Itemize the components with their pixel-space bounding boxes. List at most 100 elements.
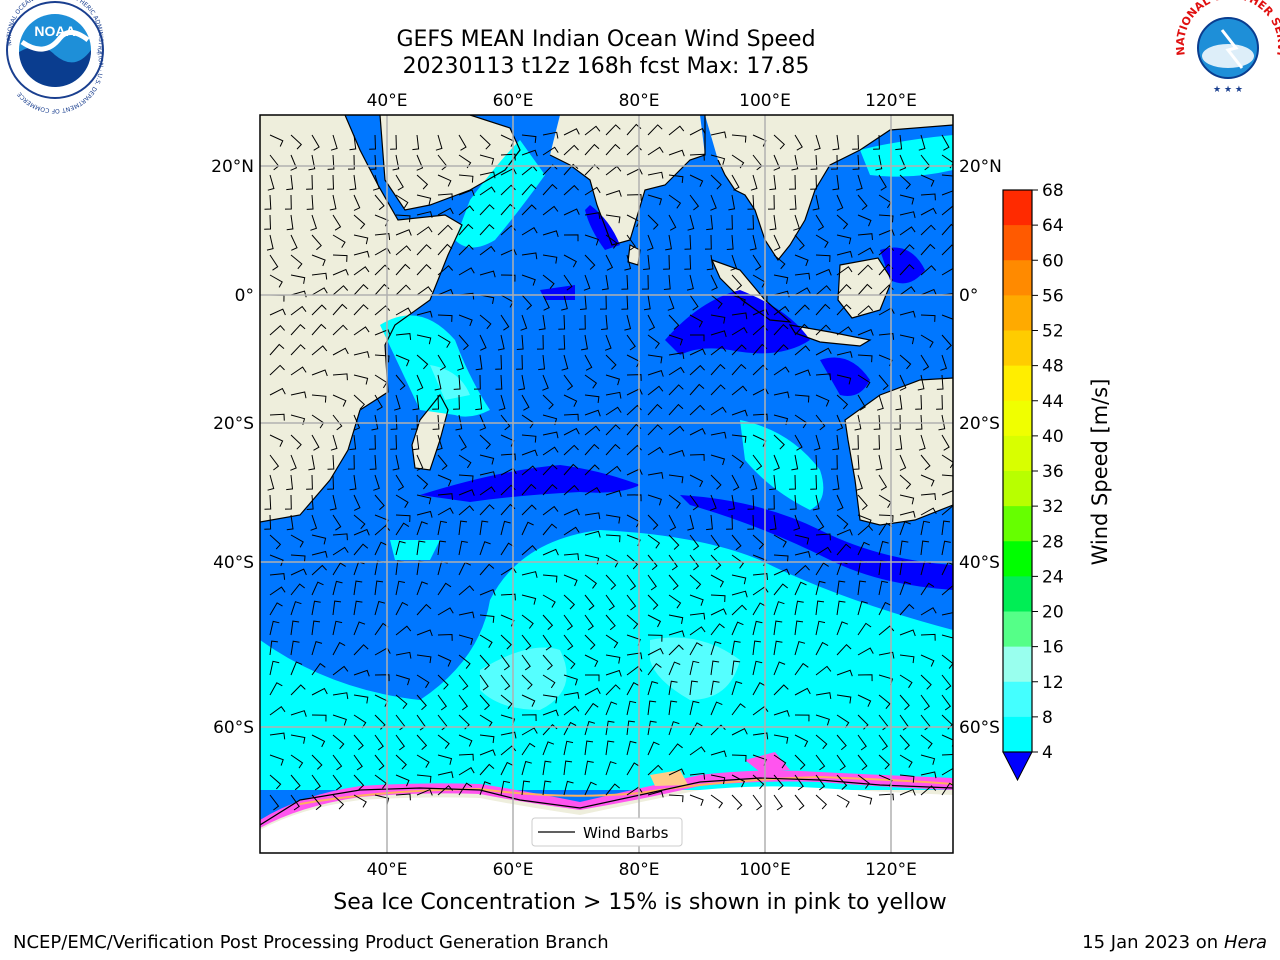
wind-barb: [647, 385, 664, 396]
wind-barb: [332, 641, 346, 656]
wind-barb: [311, 434, 320, 451]
wind-barb: [689, 453, 705, 461]
lat-tick-right: 20°S: [959, 414, 1000, 434]
wind-barb: [647, 494, 662, 506]
wind-barb: [479, 563, 495, 576]
wind-barb: [500, 634, 512, 650]
wind-barb: [920, 654, 935, 667]
wind-barb: [647, 720, 657, 736]
wind-barb: [605, 761, 617, 776]
wind-barb: [710, 274, 718, 291]
wind-barb: [857, 394, 866, 411]
wind-barb: [308, 454, 316, 471]
lat-tick-left: 40°S: [213, 553, 254, 573]
sea-ice-note: Sea Ice Concentration > 15% is shown in …: [333, 890, 947, 915]
wind-barb: [687, 214, 695, 231]
wind-barb: [437, 633, 453, 641]
wind-barb: [584, 530, 601, 538]
wind-barb: [479, 134, 491, 150]
wind-barb: [374, 774, 387, 789]
wind-barb: [605, 354, 617, 370]
wind-barb: [836, 494, 844, 511]
wind-barb: [836, 374, 852, 385]
wind-barb: [710, 680, 720, 696]
wind-barb: [542, 374, 549, 391]
wind-barb: [290, 323, 306, 336]
wind-barb: [836, 694, 852, 704]
colorbar-tick-label: 16: [1042, 638, 1064, 658]
wind-barb: [437, 607, 454, 616]
wind-barb: [353, 394, 366, 410]
wind-barb: [584, 487, 601, 496]
wind-barb: [728, 494, 735, 511]
wind-barb: [584, 425, 601, 436]
wind-barb: [269, 134, 284, 147]
wind-barb: [290, 274, 306, 284]
wind-barb: [857, 774, 870, 789]
wind-barb: [437, 288, 454, 296]
wind-barb: [710, 294, 723, 309]
wind-barb: [920, 265, 937, 276]
wind-barb: [521, 594, 537, 605]
wind-barb: [521, 449, 538, 457]
wind-barb: [286, 214, 294, 231]
wind-barb: [563, 526, 580, 536]
wind-barb: [752, 573, 768, 580]
wind-barb: [290, 710, 307, 717]
wind-barb: [836, 643, 852, 656]
wind-barb: [815, 600, 825, 616]
wind-barb: [311, 369, 328, 377]
wind-barb: [584, 164, 600, 176]
wind-barb: [495, 354, 503, 370]
wind-barb: [752, 413, 768, 421]
wind-barb: [395, 494, 409, 508]
wind-barb: [794, 272, 811, 280]
wind-barb: [374, 541, 387, 556]
wind-barb: [878, 754, 890, 770]
wind-barb: [832, 174, 840, 191]
wind-barb: [899, 334, 915, 345]
wind-barb: [395, 354, 410, 367]
wind-barb: [269, 660, 280, 676]
wind-barb: [332, 665, 349, 676]
wind-barb: [857, 194, 868, 211]
wind-barb: [857, 264, 873, 276]
wind-barb: [667, 294, 675, 311]
wind-barb: [878, 774, 893, 787]
wind-barb: [941, 434, 950, 451]
wind-barb: [306, 494, 314, 510]
wind-barb: [495, 374, 503, 390]
wind-barb: [521, 465, 538, 476]
wind-barb: [789, 174, 796, 190]
wind-barb: [264, 514, 272, 530]
wind-barb: [899, 174, 912, 190]
wind-barb: [626, 144, 642, 156]
colorbar-tick-label: 8: [1042, 708, 1053, 728]
wind-barb: [521, 714, 537, 722]
legend-label: Wind Barbs: [583, 824, 669, 842]
wind-barb: [731, 363, 747, 376]
wind-barb: [311, 304, 327, 316]
wind-barb: [747, 214, 755, 230]
wind-barb: [920, 193, 936, 201]
wind-barb: [479, 270, 496, 278]
wind-barb: [479, 294, 495, 304]
wind-barb: [479, 486, 496, 496]
wind-barb: [899, 581, 911, 596]
wind-barb: [626, 720, 635, 736]
wind-barb: [479, 471, 496, 479]
wind-barb: [455, 414, 463, 431]
wind-barb: [878, 174, 887, 191]
wind-barb: [899, 603, 915, 616]
wind-barb: [353, 644, 369, 656]
wind-barb: [374, 233, 391, 240]
wind-barb: [290, 305, 307, 316]
wind-barb: [520, 314, 528, 331]
colorbar-tick-label: 56: [1042, 286, 1064, 306]
wind-barb: [416, 788, 433, 796]
wind-barb: [731, 574, 747, 585]
wind-barb: [752, 660, 763, 676]
wind-barb: [475, 354, 483, 371]
wind-barb: [710, 554, 722, 570]
wind-barb: [668, 534, 680, 550]
